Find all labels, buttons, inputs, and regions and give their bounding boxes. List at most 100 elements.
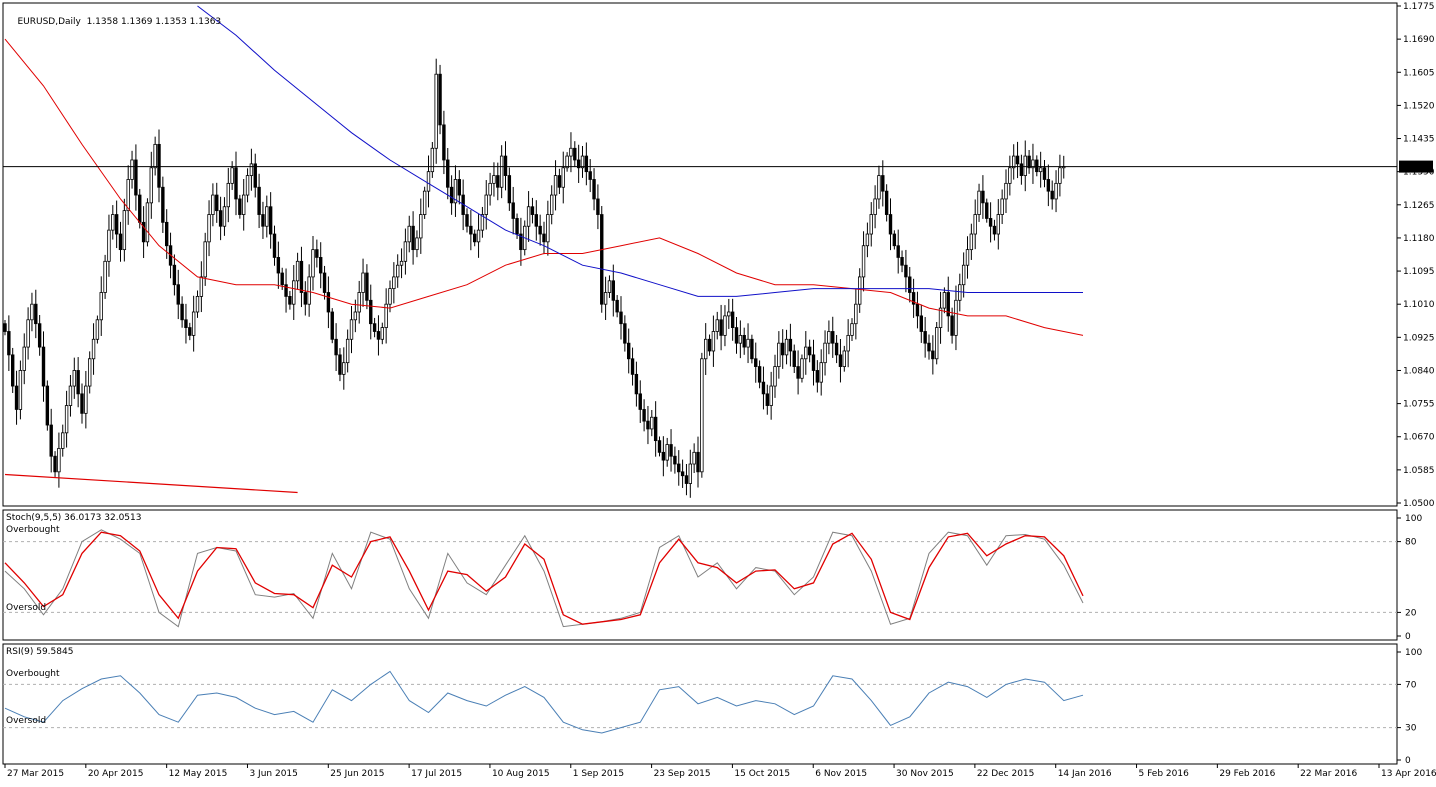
candle-body bbox=[99, 292, 103, 321]
candle-body bbox=[241, 194, 246, 215]
candle-body bbox=[392, 276, 396, 290]
candle-body bbox=[61, 432, 65, 449]
candle-body bbox=[1050, 190, 1054, 200]
candle-body bbox=[188, 327, 192, 336]
time-axis-label: 6 Nov 2015 bbox=[815, 769, 867, 779]
candle-body bbox=[149, 167, 153, 204]
candle-body bbox=[792, 350, 796, 367]
candle-body bbox=[484, 194, 488, 215]
candle-body bbox=[342, 362, 346, 375]
candle-body bbox=[157, 143, 161, 188]
rsi-overbought-label: Overbought bbox=[6, 669, 60, 679]
candle-body bbox=[988, 218, 993, 227]
candle-body bbox=[823, 342, 827, 364]
candle-body bbox=[927, 342, 931, 352]
candle-body bbox=[904, 264, 908, 278]
candle-body bbox=[881, 175, 885, 192]
candle-body bbox=[842, 350, 846, 367]
candle-body bbox=[203, 241, 207, 278]
candle-body bbox=[750, 338, 754, 360]
candle-body bbox=[1015, 155, 1020, 165]
candle-body bbox=[41, 346, 46, 387]
candle-body bbox=[769, 385, 773, 406]
candle-body bbox=[311, 249, 315, 278]
time-axis-label: 22 Mar 2016 bbox=[1300, 769, 1357, 779]
candle-body bbox=[37, 323, 42, 348]
candle-body bbox=[981, 190, 985, 204]
candle-body bbox=[265, 206, 269, 227]
candle-body bbox=[388, 288, 392, 305]
candle-body bbox=[199, 276, 204, 297]
candle-body bbox=[646, 420, 650, 430]
candle-body bbox=[503, 155, 508, 176]
candle-body bbox=[911, 292, 916, 305]
candle-body bbox=[122, 210, 127, 251]
candle-body bbox=[80, 393, 84, 414]
candle-body bbox=[584, 155, 589, 173]
trendline bbox=[4, 473, 298, 494]
rsi-line bbox=[4, 670, 1084, 734]
candle-body bbox=[950, 315, 954, 336]
candle-body bbox=[704, 338, 708, 360]
candle-body bbox=[426, 171, 431, 192]
candle-body bbox=[338, 354, 342, 375]
candle-body bbox=[692, 451, 696, 465]
candle-body bbox=[272, 233, 277, 258]
candle-body bbox=[334, 338, 338, 356]
candle-body bbox=[576, 159, 581, 169]
candle-body bbox=[345, 338, 350, 364]
candle-body bbox=[72, 370, 76, 387]
candle-body bbox=[184, 319, 188, 328]
candle-body bbox=[834, 342, 839, 356]
candle-body bbox=[811, 354, 816, 371]
candle-body bbox=[84, 385, 88, 414]
candle-body bbox=[164, 221, 169, 247]
price-axis-label: 1.0755 bbox=[1403, 400, 1435, 410]
candle-body bbox=[376, 331, 381, 340]
candle-body bbox=[488, 182, 492, 196]
candle-body bbox=[869, 214, 873, 235]
candle-body bbox=[226, 182, 230, 208]
candle-body bbox=[800, 358, 804, 379]
rsi-axis-label: 100 bbox=[1405, 648, 1422, 658]
candle-body bbox=[446, 159, 450, 188]
price-axis-label: 1.1775 bbox=[1403, 2, 1435, 12]
candle-body bbox=[1038, 167, 1043, 173]
price-axis-label: 1.1435 bbox=[1403, 135, 1435, 145]
candle-body bbox=[245, 175, 250, 196]
candle-body bbox=[854, 303, 858, 325]
stoch-axis-label: 80 bbox=[1405, 538, 1417, 548]
price-axis-label: 1.0670 bbox=[1403, 433, 1435, 443]
candle-body bbox=[804, 346, 808, 360]
candle-body bbox=[550, 194, 554, 215]
candle-body bbox=[700, 358, 704, 473]
candle-body bbox=[1054, 182, 1058, 200]
candle-body bbox=[222, 206, 227, 227]
price-axis-label: 1.1690 bbox=[1403, 35, 1435, 45]
time-axis-label: 17 Jul 2015 bbox=[411, 769, 462, 779]
time-axis-label: 20 Apr 2015 bbox=[88, 769, 144, 779]
candle-body bbox=[526, 206, 531, 227]
candle-body bbox=[923, 331, 927, 344]
candle-body bbox=[49, 424, 53, 457]
candle-body bbox=[642, 409, 646, 422]
price-axis-label: 1.1520 bbox=[1403, 101, 1435, 111]
candle-body bbox=[738, 334, 743, 344]
candle-body bbox=[973, 214, 977, 235]
time-axis-label: 10 Aug 2015 bbox=[492, 769, 550, 779]
candle-body bbox=[757, 366, 762, 383]
candle-body bbox=[365, 272, 369, 301]
candle-body bbox=[696, 451, 700, 473]
candle-body bbox=[935, 327, 939, 360]
rsi-oversold-label: Oversold bbox=[6, 716, 47, 726]
candle-body bbox=[257, 186, 261, 215]
candle-body bbox=[1000, 198, 1004, 215]
ma-fast-line bbox=[4, 38, 1084, 336]
time-axis-label: 15 Oct 2015 bbox=[734, 769, 790, 779]
price-axis-label: 1.0925 bbox=[1403, 333, 1435, 343]
candle-body bbox=[141, 221, 146, 243]
symbol-label: EURUSD,Daily bbox=[17, 17, 81, 27]
candle-body bbox=[407, 225, 411, 243]
candle-body bbox=[1058, 167, 1062, 184]
